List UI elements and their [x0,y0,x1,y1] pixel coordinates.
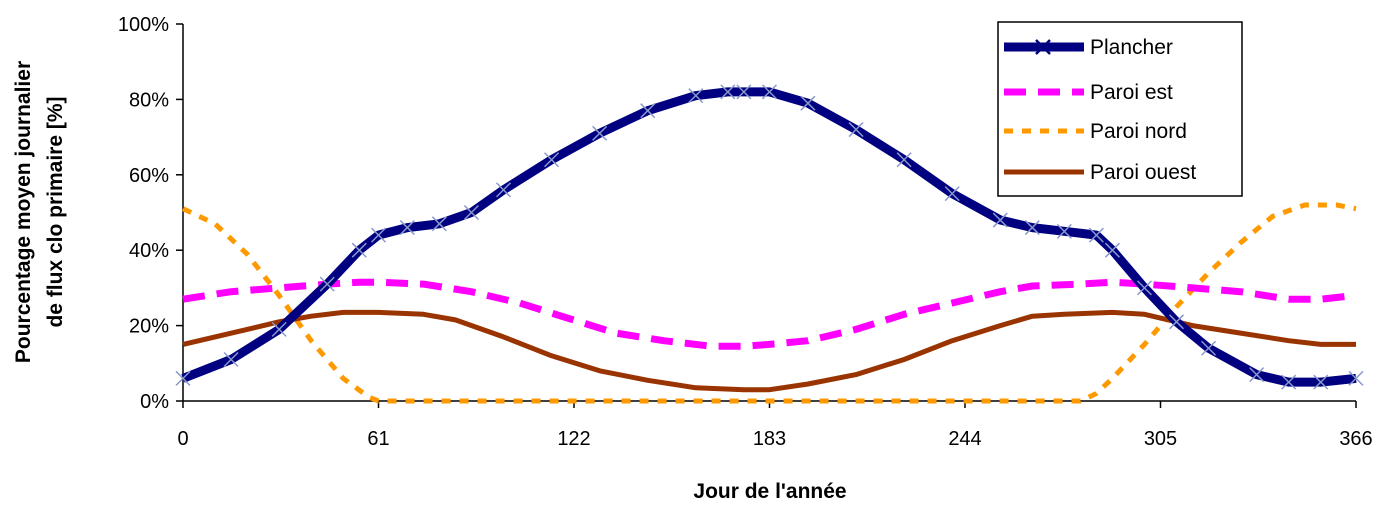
y-axis-title-line-2: de flux clo primaire [%] [44,96,67,327]
data-point-marker [399,220,415,236]
legend-label-plancher: Plancher [1090,36,1173,59]
data-point-marker [370,227,387,243]
data-point-marker [1201,340,1217,356]
legend: Plancher Paroi est Paroi nord Paroi ouest [997,21,1243,197]
data-point-marker [1056,223,1072,239]
data-point-marker [175,370,191,386]
legend-marker-x-icon [1035,39,1051,55]
x-tick-label: 183 [753,428,786,450]
data-point-marker [495,182,512,198]
data-point-marker [640,103,656,119]
x-tick-label: 122 [557,428,590,450]
data-point-marker [463,204,479,221]
y-tick-label: 100% [118,14,169,36]
data-point-marker [1281,374,1297,390]
x-tick-label: 0 [177,428,188,450]
axis-titles: Jour de l'année Pourcentage moyen journa… [12,61,847,503]
data-point-marker [1024,220,1040,236]
y-tick-label: 0% [140,391,169,413]
data-point-marker [992,212,1008,228]
data-point-marker [1104,242,1120,258]
series-line-paroi-est [182,278,1357,350]
data-point-marker [592,125,608,141]
data-point-marker [944,186,960,202]
x-tick-label: 61 [367,428,389,450]
data-point-marker [720,84,736,100]
legend-label-paroi-ouest: Paroi ouest [1090,161,1196,184]
data-point-marker [1088,227,1104,243]
y-tick-label: 40% [129,240,169,262]
data-point-marker [1249,367,1265,383]
data-point-marker [800,95,816,111]
data-point-marker [1313,374,1329,390]
data-point-marker [688,88,704,104]
y-axis-title-line-1: Pourcentage moyen journalier [12,61,35,363]
data-point-marker [431,216,447,232]
y-tick-label: 20% [129,316,169,338]
data-point-marker [761,84,778,100]
data-point-marker [1168,314,1185,330]
x-tick-label: 305 [1144,428,1177,450]
data-point-marker [1136,280,1153,296]
x-axis-title: Jour de l'année [693,480,846,502]
plot-series [175,84,1364,404]
data-point-marker [848,122,864,138]
y-tick-label: 80% [129,89,169,111]
data-point-marker [223,351,239,368]
data-point-marker [1348,370,1364,386]
series-markers-plancher [175,84,1364,390]
series-line-paroi-ouest [182,309,1356,393]
y-tick-label: 60% [129,165,169,187]
data-point-marker [896,152,912,168]
data-point-marker [319,276,335,292]
data-point-marker [736,84,752,100]
series-line-paroi-nord [181,202,1357,404]
x-tick-label: 366 [1339,428,1372,450]
data-point-marker [271,321,287,337]
x-tick-label: 244 [948,428,981,450]
legend-label-paroi-est: Paroi est [1090,81,1173,104]
data-point-marker [544,152,560,168]
data-point-marker [351,242,367,258]
legend-label-paroi-nord: Paroi nord [1090,120,1187,143]
